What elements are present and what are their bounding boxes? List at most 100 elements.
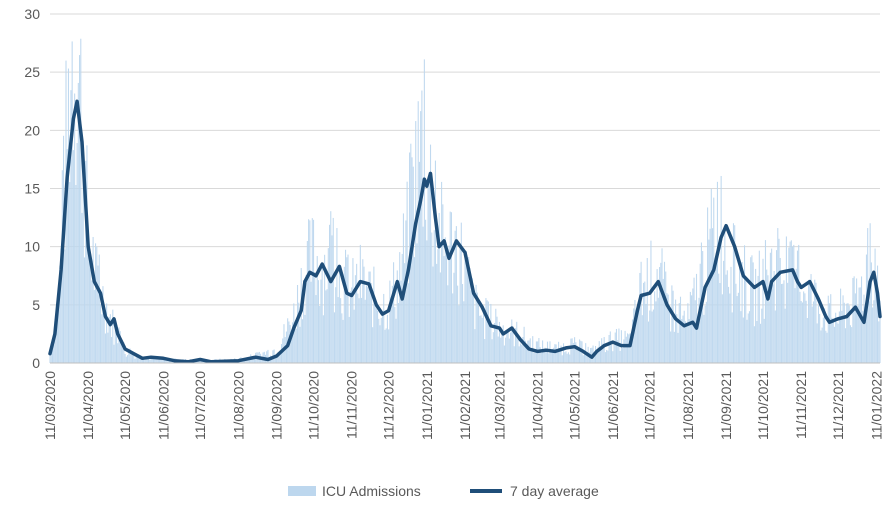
bar-569 — [750, 257, 752, 363]
bar-578 — [761, 308, 763, 363]
bar-526 — [697, 320, 699, 363]
bar-7 — [58, 304, 60, 363]
bar-260 — [369, 271, 371, 363]
bar-662 — [864, 309, 866, 363]
bar-402 — [544, 347, 546, 363]
bar-249 — [356, 263, 358, 363]
bar-183 — [274, 355, 276, 363]
bar-211 — [309, 220, 311, 363]
bar-522 — [692, 288, 694, 363]
bar-27 — [82, 159, 84, 363]
bar-239 — [343, 266, 345, 363]
bar-364 — [497, 336, 499, 363]
bar-654 — [854, 293, 856, 363]
bar-281 — [395, 318, 397, 363]
bar-84 — [152, 358, 154, 363]
bar-383 — [521, 344, 523, 363]
bar-197 — [292, 322, 294, 363]
bar-643 — [841, 310, 843, 363]
bar-317 — [439, 272, 441, 363]
bar-5 — [55, 327, 57, 363]
bar-386 — [524, 340, 526, 363]
bar-632 — [827, 295, 829, 363]
x-tick-17: 11/08/2021 — [680, 371, 696, 440]
bar-414 — [559, 348, 561, 363]
bar-384 — [522, 336, 524, 363]
bar-21 — [75, 184, 77, 363]
bar-398 — [539, 347, 541, 363]
bar-162 — [248, 360, 251, 363]
bar-328 — [453, 272, 455, 363]
bar-270 — [381, 314, 384, 363]
bar-624 — [817, 305, 819, 363]
bar-598 — [785, 236, 787, 363]
bar-433 — [582, 355, 584, 363]
x-tick-4: 11/07/2020 — [192, 371, 208, 440]
bar-41 — [99, 304, 102, 363]
bar-568 — [748, 311, 751, 363]
bar-417 — [562, 343, 565, 363]
bar-275 — [388, 329, 390, 363]
bar-669 — [873, 300, 875, 363]
bar-177 — [267, 349, 269, 363]
bar-549 — [725, 274, 727, 363]
bar-496 — [660, 262, 662, 363]
bar-453 — [607, 350, 609, 363]
bar-448 — [601, 338, 603, 363]
bar-91 — [161, 357, 163, 363]
bar-674 — [879, 300, 881, 363]
bar-412 — [556, 352, 558, 363]
bar-425 — [572, 342, 574, 363]
bar-354 — [485, 298, 487, 363]
bar-375 — [511, 319, 513, 363]
bar-64 — [128, 349, 130, 363]
bar-34 — [91, 280, 93, 363]
bar-187 — [279, 350, 281, 363]
bar-244 — [349, 291, 352, 363]
bar-572 — [753, 326, 755, 363]
bar-472 — [630, 344, 632, 363]
bar-492 — [655, 301, 657, 363]
bar-536 — [709, 228, 711, 363]
bar-334 — [460, 222, 462, 363]
bar-274 — [386, 314, 388, 363]
bar-603 — [792, 246, 794, 363]
line-series-7-day-average — [48, 99, 882, 364]
bar-325 — [449, 211, 451, 363]
bar-319 — [442, 204, 444, 363]
bar-351 — [481, 317, 483, 363]
bar-638 — [835, 312, 837, 363]
bar-20 — [74, 93, 76, 364]
bar-215 — [314, 271, 316, 363]
bar-521 — [691, 295, 693, 363]
bar-660 — [862, 310, 864, 363]
bar-23 — [77, 82, 79, 363]
bar-634 — [830, 294, 832, 363]
bar-165 — [252, 359, 254, 363]
bar-379 — [516, 321, 518, 363]
bar-50 — [111, 337, 113, 363]
bar-353 — [484, 339, 486, 363]
bar-355 — [486, 300, 488, 363]
bar-185 — [277, 352, 279, 363]
bar-622 — [815, 282, 817, 363]
bar-429 — [577, 350, 579, 363]
bar-329 — [454, 230, 456, 363]
bar-559 — [737, 292, 739, 363]
bar-372 — [507, 331, 509, 363]
bar-288 — [404, 263, 406, 363]
line-7-day-average — [48, 99, 882, 364]
bar-583 — [767, 275, 769, 363]
bar-450 — [603, 337, 605, 363]
bar-471 — [629, 333, 631, 363]
bar-257 — [365, 285, 368, 363]
bar-524 — [694, 300, 696, 363]
x-tick-19: 11/10/2021 — [755, 371, 771, 440]
bar-286 — [401, 253, 403, 363]
bar-218 — [317, 280, 319, 363]
bar-376 — [512, 326, 514, 363]
bar-423 — [570, 338, 572, 363]
bar-308 — [428, 172, 430, 363]
bar-481 — [641, 315, 643, 363]
bar-94 — [165, 359, 167, 363]
